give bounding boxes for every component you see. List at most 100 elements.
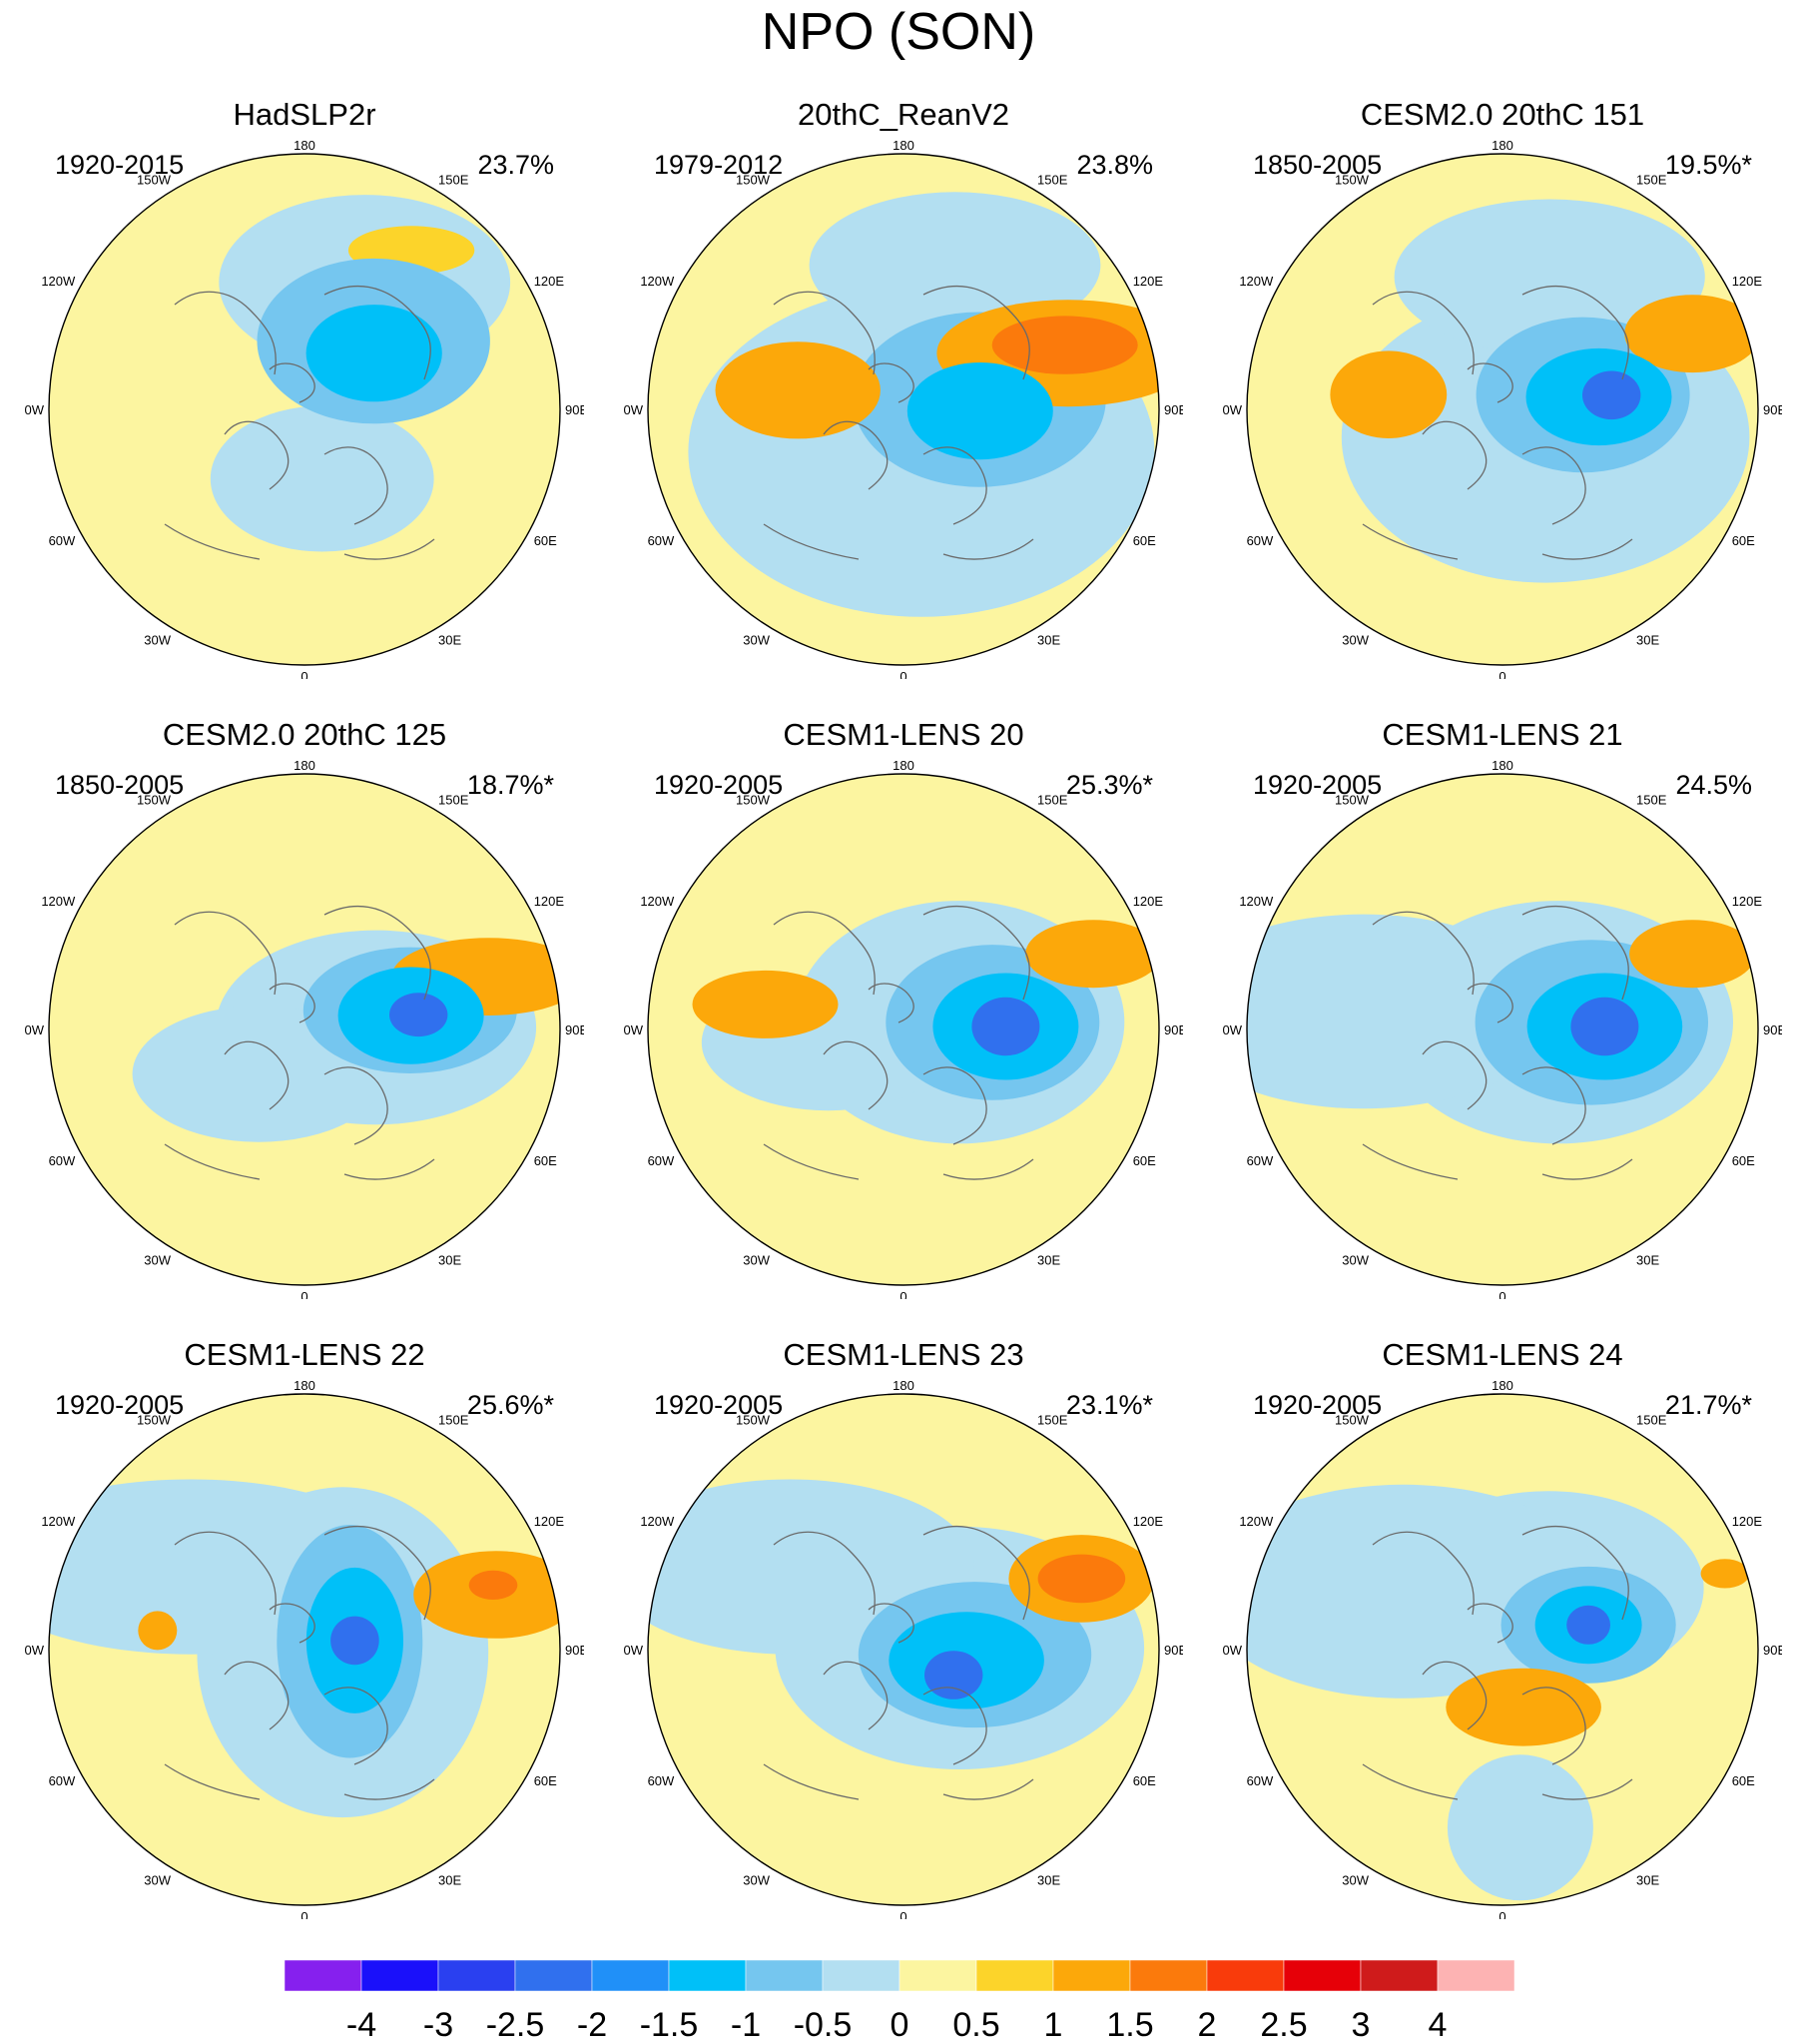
colorbar-swatch [514, 1960, 593, 1992]
longitude-label: 0 [899, 1909, 906, 1919]
map-border [647, 773, 1160, 1286]
anomaly-contour [924, 1651, 983, 1700]
anomaly-contour [648, 1479, 974, 1655]
longitude-label: 0 [300, 669, 307, 679]
coastline [773, 911, 876, 996]
longitude-label: 90W [25, 1022, 45, 1037]
longitude-label: 120W [1239, 1514, 1274, 1529]
coastline [164, 523, 261, 560]
longitude-label: 90W [624, 1022, 644, 1037]
panel-period: 1850-2005 [1253, 150, 1383, 180]
anomaly-contour [1582, 370, 1641, 420]
map-border [48, 153, 561, 666]
longitude-label: 90W [1223, 1643, 1243, 1658]
panel-title: CESM1-LENS 22 [184, 1337, 425, 1372]
longitude-label: 150E [1037, 792, 1068, 807]
longitude-label: 0 [1498, 1289, 1505, 1299]
longitude-label: 90W [624, 1643, 644, 1658]
coastline [868, 1603, 914, 1644]
longitude-label: 30W [743, 1873, 770, 1888]
coastline [1541, 1158, 1633, 1180]
longitude-label: 150E [1037, 1412, 1068, 1427]
longitude-label: 30W [144, 1873, 171, 1888]
longitude-label: 120W [640, 894, 675, 909]
longitude-label: 60E [1133, 1153, 1156, 1168]
longitude-label: 180 [294, 758, 315, 773]
colorbar-swatch [360, 1960, 439, 1992]
longitude-label: 180 [893, 758, 914, 773]
coastline [773, 291, 876, 375]
longitude-label: 150W [137, 792, 172, 807]
longitude-label: 30W [1342, 1873, 1369, 1888]
coastline [1422, 1040, 1488, 1110]
longitude-label: 30E [438, 1253, 461, 1268]
coastline [224, 1040, 290, 1110]
panel-variance: 18.7%* [466, 770, 554, 800]
anomaly-contour [468, 1570, 518, 1600]
longitude-label: 90E [565, 1643, 584, 1658]
panel-variance: 23.8% [1076, 150, 1153, 180]
longitude-label: 30E [1636, 633, 1659, 648]
colorbar-tick-label: -0.5 [794, 2006, 853, 2044]
colorbar-tick-label: -1 [731, 2006, 761, 2044]
coastline [868, 983, 914, 1023]
longitude-label: 60E [1732, 1773, 1755, 1788]
coastline [323, 285, 431, 380]
coastline [269, 983, 315, 1023]
longitude-label: 180 [893, 138, 914, 153]
longitude-label: 150E [1636, 1412, 1667, 1427]
colorbar-swatch [591, 1960, 670, 1992]
map-border [48, 773, 561, 1286]
colorbar-tick-label: 4 [1429, 2006, 1448, 2044]
coastline [763, 1763, 860, 1800]
coastline [823, 1661, 889, 1730]
anomaly-contour [1247, 1484, 1607, 1699]
panel-variance: 25.3%* [1065, 770, 1153, 800]
colorbar-swatch [1052, 1960, 1131, 1992]
polar-map: 180 0 90W 90E 150W 150E 120W 120E 60W 60E 30W 30E [624, 1378, 1183, 1919]
colorbar-swatch [898, 1960, 977, 1992]
panel-variance: 23.1%* [1065, 1390, 1153, 1420]
map-border [647, 153, 1160, 666]
panel-period: 1920-2005 [1253, 770, 1383, 800]
longitude-label: 30E [1037, 1873, 1060, 1888]
anomaly-contour [1394, 199, 1705, 355]
coastline [823, 420, 889, 490]
anomaly-contour [906, 362, 1053, 460]
polar-map: 180 0 90W 90E 150W 150E 120W 120E 60W 60E 30W 30E [1223, 1378, 1782, 1919]
coastline [922, 1687, 987, 1765]
longitude-label: 30E [1037, 1253, 1060, 1268]
panel-period: 1979-2012 [654, 150, 784, 180]
anomaly-contour [1570, 997, 1639, 1056]
coastline [922, 1525, 1030, 1621]
coastline [1422, 1661, 1488, 1730]
panel-period: 1920-2005 [654, 770, 784, 800]
coastline [323, 905, 431, 1001]
coastline [343, 538, 435, 560]
longitude-label: 120E [1732, 1514, 1763, 1529]
colorbar-tick-label: 3 [1352, 2006, 1371, 2044]
coastline [763, 1143, 860, 1180]
longitude-label: 60W [1247, 1153, 1274, 1168]
colorbar: -4 -3 -2.5 -2 -1.5 -1 -0.5 0 0.5 1 1.5 2 2.5 3 4 [285, 1960, 1514, 2044]
longitude-label: 60E [534, 1773, 557, 1788]
colorbar-swatch [285, 1960, 362, 1992]
longitude-label: 60W [648, 1773, 675, 1788]
panel-title: CESM1-LENS 21 [1382, 717, 1623, 752]
coastline [1521, 1066, 1586, 1145]
anomaly-contour [305, 305, 442, 402]
coastline [1467, 1603, 1513, 1644]
coastline [942, 1158, 1034, 1180]
coastline [942, 1778, 1034, 1800]
longitude-label: 90E [1763, 1022, 1782, 1037]
polar-map: 180 0 90W 90E 150W 150E 120W 120E 60W 60E 30W 30E [1223, 138, 1782, 679]
anomaly-contour [330, 1616, 379, 1666]
longitude-label: 180 [1492, 1378, 1513, 1393]
panel-period: 1850-2005 [55, 770, 185, 800]
longitude-label: 120E [1133, 894, 1164, 909]
coastline [823, 1040, 889, 1110]
coastline [323, 1525, 431, 1621]
anomaly-contour [210, 405, 434, 552]
longitude-label: 60E [534, 533, 557, 548]
anomaly-contour [1700, 1559, 1750, 1589]
